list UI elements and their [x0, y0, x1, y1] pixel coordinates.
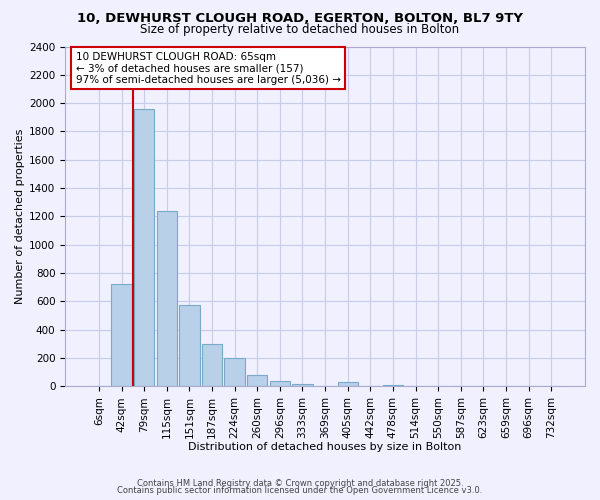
Text: Contains public sector information licensed under the Open Government Licence v3: Contains public sector information licen… [118, 486, 482, 495]
Text: 10 DEWHURST CLOUGH ROAD: 65sqm
← 3% of detached houses are smaller (157)
97% of : 10 DEWHURST CLOUGH ROAD: 65sqm ← 3% of d… [76, 52, 341, 85]
Bar [292, 384, 313, 386]
Bar [247, 375, 268, 386]
Bar [269, 381, 290, 386]
Y-axis label: Number of detached properties: Number of detached properties [15, 129, 25, 304]
Bar [157, 211, 177, 386]
Bar [202, 344, 222, 387]
Bar [338, 382, 358, 386]
Bar [112, 284, 132, 386]
Bar [134, 109, 154, 386]
Bar [224, 358, 245, 386]
Bar [179, 305, 200, 386]
Text: Size of property relative to detached houses in Bolton: Size of property relative to detached ho… [140, 22, 460, 36]
X-axis label: Distribution of detached houses by size in Bolton: Distribution of detached houses by size … [188, 442, 462, 452]
Bar [383, 385, 403, 386]
Text: 10, DEWHURST CLOUGH ROAD, EGERTON, BOLTON, BL7 9TY: 10, DEWHURST CLOUGH ROAD, EGERTON, BOLTO… [77, 12, 523, 26]
Text: Contains HM Land Registry data © Crown copyright and database right 2025.: Contains HM Land Registry data © Crown c… [137, 478, 463, 488]
